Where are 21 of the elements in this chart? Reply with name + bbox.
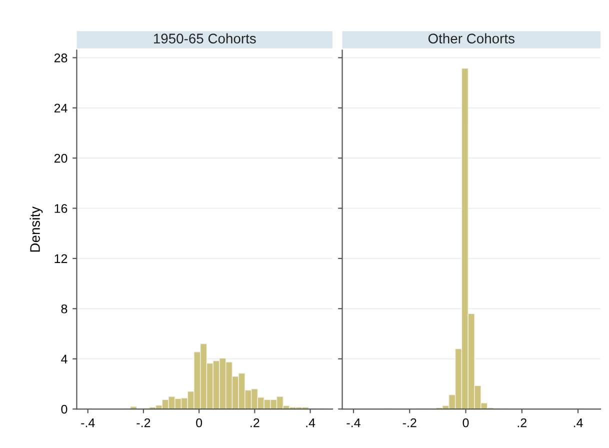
x-tick-label: 0 [462,418,469,428]
y-axis-title: Density [30,206,43,252]
x-tick-label: -.2 [402,418,416,428]
x-tick-label: 0 [196,418,202,428]
x-tick-label: .4 [574,418,583,428]
chart-title: Other Cohorts [428,33,514,44]
x-tick-label: -.4 [81,418,95,428]
y-tick-label: 28 [54,54,68,62]
x-tick-label: .2 [250,418,260,428]
x-tick-label: -.2 [136,418,150,428]
y-tick-label: 16 [54,204,68,213]
x-tick-label: .2 [518,418,526,428]
y-tick-label: 24 [54,104,68,112]
x-tick-label: -.4 [346,418,360,428]
y-tick-label: 4 [61,354,68,364]
x-tick-label: .4 [306,418,316,428]
y-tick-label: 12 [54,254,68,263]
chart-title: 1950-65 Cohorts [154,33,256,44]
y-tick-label: 0 [61,404,68,414]
y-tick-label: 8 [61,304,68,314]
y-tick-label: 20 [54,154,68,163]
